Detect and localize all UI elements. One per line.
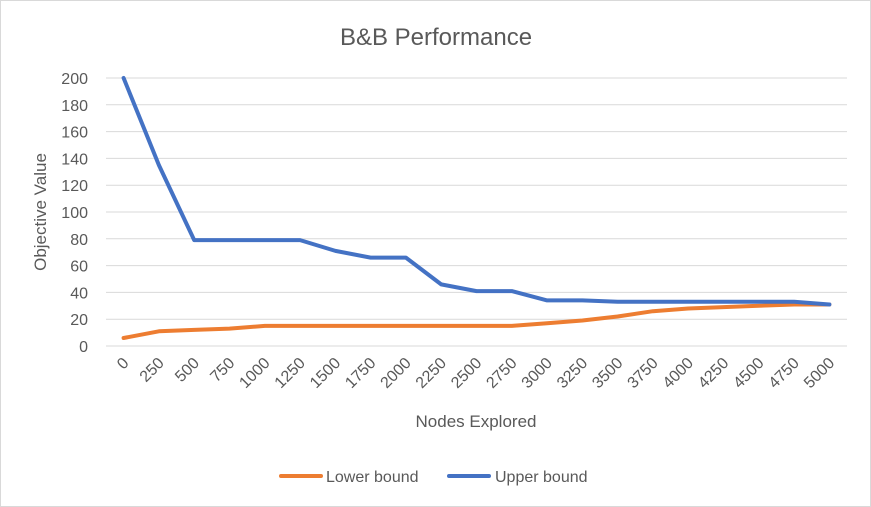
x-tick-label: 3500 <box>589 355 626 392</box>
x-tick-label: 0 <box>114 355 132 373</box>
x-tick-label: 1250 <box>272 355 309 392</box>
legend-label: Upper bound <box>495 469 588 486</box>
x-tick-label: 750 <box>207 355 238 386</box>
x-tick-label: 2000 <box>378 355 415 392</box>
x-tick-label: 4500 <box>730 355 767 392</box>
y-tick-label: 20 <box>70 312 88 329</box>
x-tick-label: 1000 <box>236 355 273 392</box>
series-line-0 <box>121 302 832 340</box>
chart-title: B&B Performance <box>340 24 532 51</box>
gridlines <box>106 77 847 347</box>
x-tick-label: 3000 <box>519 355 556 392</box>
y-tick-label: 100 <box>61 205 88 222</box>
y-tick-label: 40 <box>70 285 88 302</box>
y-tick-label: 0 <box>79 339 88 356</box>
x-tick-label: 3250 <box>554 355 591 392</box>
x-axis-ticks: 0 250 500 750100012501500175020002250250027… <box>114 355 838 392</box>
series-line-1 <box>121 76 832 307</box>
y-tick-label: 140 <box>61 151 88 168</box>
x-tick-label: 4250 <box>695 355 732 392</box>
x-tick-label: 4000 <box>660 355 697 392</box>
x-tick-label: 250 <box>137 355 168 386</box>
y-axis-ticks: 0 20 40 60 80 100 120 140 160 180 200 <box>61 71 88 356</box>
x-tick-label: 1750 <box>342 355 379 392</box>
y-tick-label: 120 <box>61 178 88 195</box>
x-axis-title: Nodes Explored <box>416 412 537 431</box>
x-tick-label: 2500 <box>448 355 485 392</box>
legend: Lower bound Upper bound <box>279 469 588 486</box>
x-tick-label: 1500 <box>307 355 344 392</box>
y-tick-label: 60 <box>70 259 88 276</box>
y-tick-label: 200 <box>61 71 88 88</box>
x-tick-label: 2750 <box>483 355 520 392</box>
legend-label: Lower bound <box>326 469 419 486</box>
x-tick-label: 3750 <box>625 355 662 392</box>
x-tick-label: 2250 <box>413 355 450 392</box>
x-tick-label: 4750 <box>766 355 803 392</box>
y-tick-label: 80 <box>70 232 88 249</box>
x-tick-label: 500 <box>172 355 203 386</box>
x-tick-label: 5000 <box>801 355 838 392</box>
y-axis-title: Objective Value <box>31 153 50 271</box>
y-tick-label: 160 <box>61 125 88 142</box>
series-lines <box>121 76 832 340</box>
y-tick-label: 180 <box>61 98 88 115</box>
